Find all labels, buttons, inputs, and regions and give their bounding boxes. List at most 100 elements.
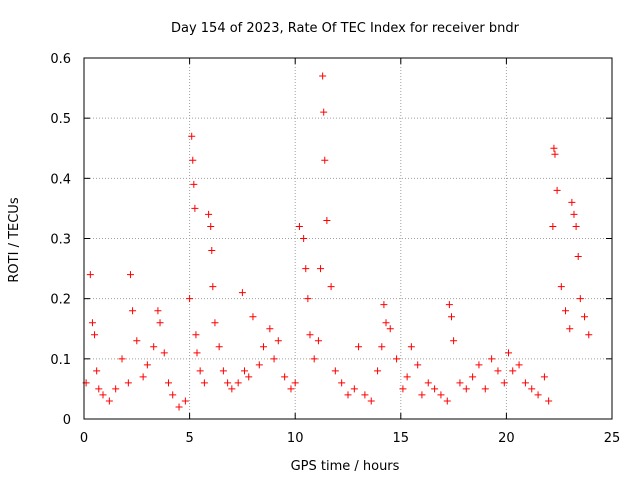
data-point (367, 397, 375, 405)
data-point (456, 379, 464, 387)
data-point (304, 295, 312, 303)
chart-title: Day 154 of 2023, Rate Of TEC Index for r… (171, 21, 520, 36)
data-point (124, 379, 132, 387)
data-point (192, 331, 200, 339)
data-point (393, 355, 401, 363)
data-point (188, 132, 196, 140)
x-tick-label: 20 (498, 431, 515, 446)
data-point (447, 313, 455, 321)
data-point (139, 373, 147, 381)
data-point (378, 343, 386, 351)
data-points (82, 72, 593, 411)
data-point (196, 367, 204, 375)
data-point (557, 283, 565, 291)
data-point (515, 361, 523, 369)
data-point (505, 349, 513, 357)
data-point (154, 307, 162, 315)
data-point (191, 204, 199, 212)
data-point (241, 367, 249, 375)
data-point (545, 397, 553, 405)
data-point (200, 379, 208, 387)
y-tick-label: 0.5 (50, 112, 71, 127)
data-point (500, 379, 508, 387)
y-tick-label: 0.4 (50, 172, 71, 187)
data-point (528, 385, 536, 393)
data-point (228, 385, 236, 393)
data-point (160, 349, 168, 357)
data-point (361, 391, 369, 399)
data-point (150, 343, 158, 351)
data-point (553, 186, 561, 194)
data-point (380, 301, 388, 309)
x-tick-label: 10 (287, 431, 304, 446)
data-point (488, 355, 496, 363)
data-point (190, 180, 198, 188)
data-point (255, 361, 263, 369)
data-point (414, 361, 422, 369)
data-point (129, 307, 137, 315)
data-point (350, 385, 358, 393)
x-axis-ticks: 0 5 10 15 20 25 (80, 58, 620, 446)
y-tick-label: 0.3 (50, 233, 71, 248)
data-point (291, 379, 299, 387)
data-point (331, 367, 339, 375)
data-point (382, 319, 390, 327)
grid-lines (84, 58, 612, 419)
data-point (572, 222, 580, 230)
data-point (169, 391, 177, 399)
data-point (186, 295, 194, 303)
data-point (156, 319, 164, 327)
x-axis-label: GPS time / hours (291, 459, 400, 474)
y-tick-label: 0.2 (50, 293, 71, 308)
data-point (562, 307, 570, 315)
data-point (175, 403, 183, 411)
data-point (215, 343, 223, 351)
data-point (118, 355, 126, 363)
data-point (445, 301, 453, 309)
x-tick-label: 15 (393, 431, 410, 446)
x-tick-label: 25 (604, 431, 621, 446)
x-tick-label: 5 (185, 431, 193, 446)
data-point (386, 325, 394, 333)
data-point (88, 319, 96, 327)
data-point (249, 313, 257, 321)
data-point (469, 373, 477, 381)
data-point (93, 367, 101, 375)
data-point (550, 144, 558, 152)
x-tick-label: 0 (80, 431, 88, 446)
data-point (189, 156, 197, 164)
data-point (374, 367, 382, 375)
data-point (317, 265, 325, 273)
data-point (399, 385, 407, 393)
data-point (219, 367, 227, 375)
data-point (306, 331, 314, 339)
y-tick-label: 0.1 (50, 353, 71, 368)
data-point (295, 222, 303, 230)
data-point (310, 355, 318, 363)
y-axis-ticks: 0 0.1 0.2 0.3 0.4 0.5 0.6 (50, 52, 612, 428)
data-point (320, 108, 328, 116)
data-point (193, 349, 201, 357)
data-point (549, 222, 557, 230)
data-point (245, 373, 253, 381)
data-point (287, 385, 295, 393)
data-point (99, 391, 107, 399)
data-point (450, 337, 458, 345)
data-point (475, 361, 483, 369)
data-point (143, 361, 151, 369)
data-point (576, 295, 584, 303)
data-point (568, 198, 576, 206)
data-point (133, 337, 141, 345)
data-point (224, 379, 232, 387)
data-point (344, 391, 352, 399)
data-point (209, 283, 217, 291)
data-point (86, 271, 94, 279)
data-point (181, 397, 189, 405)
data-point (581, 313, 589, 321)
data-point (323, 216, 331, 224)
data-point (540, 373, 548, 381)
y-tick-label: 0 (63, 413, 71, 428)
data-point (321, 156, 329, 164)
data-point (327, 283, 335, 291)
